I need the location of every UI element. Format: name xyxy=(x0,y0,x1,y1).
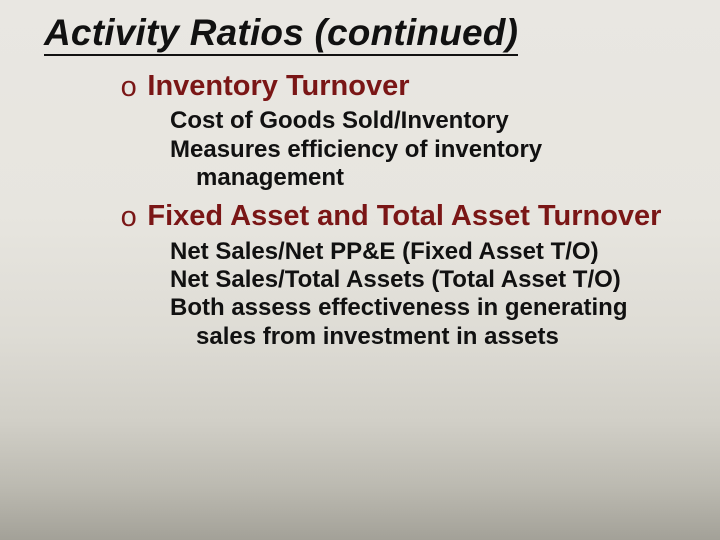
slide-title: Activity Ratios (continued) xyxy=(44,12,518,56)
bullet-icon: o xyxy=(120,200,137,235)
slide-content: o Inventory Turnover Cost of Goods Sold/… xyxy=(0,56,720,351)
section-details-fixed-asset: Net Sales/Net PP&E (Fixed Asset T/O) Net… xyxy=(120,238,680,351)
detail-line: Net Sales/Net PP&E (Fixed Asset T/O) xyxy=(170,238,680,266)
detail-line: Measures efficiency of inventory managem… xyxy=(170,136,680,193)
section-details-inventory: Cost of Goods Sold/Inventory Measures ef… xyxy=(120,107,680,192)
section-heading-fixed-asset-turnover: o Fixed Asset and Total Asset Turnover xyxy=(120,200,680,235)
section-heading-inventory-turnover: o Inventory Turnover xyxy=(120,70,680,105)
detail-line: Both assess effectiveness in generating … xyxy=(170,294,680,351)
title-wrap: Activity Ratios (continued) xyxy=(0,0,720,56)
bullet-icon: o xyxy=(120,70,137,105)
detail-line: Cost of Goods Sold/Inventory xyxy=(170,107,680,135)
detail-line: Net Sales/Total Assets (Total Asset T/O) xyxy=(170,266,680,294)
slide: Activity Ratios (continued) o Inventory … xyxy=(0,0,720,540)
section-heading-text: Inventory Turnover xyxy=(147,70,409,103)
section-heading-text: Fixed Asset and Total Asset Turnover xyxy=(147,200,661,233)
